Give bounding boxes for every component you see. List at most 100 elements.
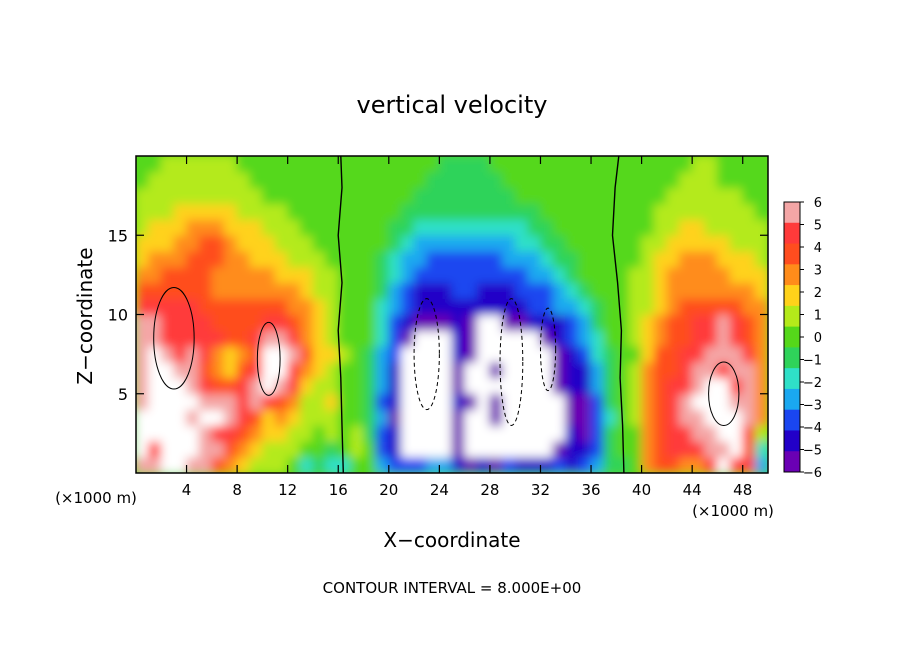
heatmap-cell (312, 234, 327, 252)
heatmap-cell (173, 171, 188, 189)
heatmap-cell (312, 266, 327, 284)
heatmap-cell (539, 298, 554, 315)
heatmap-cell (274, 187, 289, 205)
heatmap-cell (375, 440, 390, 458)
heatmap-cell (388, 187, 402, 205)
heatmap-cell (363, 171, 377, 189)
heatmap-cell (754, 361, 768, 379)
heatmap-cell (451, 440, 466, 458)
heatmap-cell (261, 424, 276, 442)
heatmap-cell (400, 282, 415, 300)
heatmap-cell (704, 361, 718, 379)
heatmap-cell (628, 456, 643, 473)
heatmap-cell (438, 203, 453, 220)
heatmap-cell (388, 424, 402, 442)
heatmap-cell (375, 203, 390, 220)
heatmap-cell (679, 266, 693, 284)
heatmap-cell (274, 156, 289, 173)
heatmap-cell (577, 361, 592, 379)
heatmap-cell (249, 218, 263, 236)
heatmap-cell (136, 440, 150, 458)
heatmap-cell (704, 298, 718, 315)
heatmap-cell (476, 218, 491, 236)
heatmap-cell (476, 314, 491, 331)
heatmap-cell (641, 314, 655, 331)
heatmap-cell (502, 156, 516, 173)
heatmap-cell (299, 234, 314, 252)
heatmap-cell (539, 156, 554, 173)
heatmap-cell (211, 203, 225, 220)
heatmap-cell (211, 282, 225, 300)
heatmap-cell (211, 156, 225, 173)
heatmap-cell (388, 440, 402, 458)
heatmap-cell (464, 345, 478, 363)
heatmap-cell (666, 440, 681, 458)
heatmap-cell (716, 250, 731, 268)
heatmap-cell (337, 234, 352, 252)
heatmap-cell (261, 234, 276, 252)
heatmap-cell (363, 187, 377, 205)
heatmap-cell (375, 171, 390, 189)
heatmap-cell (426, 440, 440, 458)
heatmap-cell (653, 424, 668, 442)
heatmap-cell (666, 187, 681, 205)
heatmap-cell (716, 456, 731, 473)
heatmap-cell (615, 393, 630, 411)
heatmap-cell (603, 171, 617, 189)
heatmap-cell (729, 345, 744, 363)
heatmap-cell (628, 440, 643, 458)
heatmap-cell (754, 187, 768, 205)
heatmap-cell (173, 156, 188, 173)
heatmap-cell (287, 409, 301, 426)
heatmap-cell (489, 298, 504, 315)
heatmap-cell (236, 345, 251, 363)
heatmap-cell (223, 250, 238, 268)
heatmap-cell (716, 440, 731, 458)
heatmap-cell (577, 218, 592, 236)
heatmap-cell (287, 314, 301, 331)
heatmap-cell (350, 314, 365, 331)
heatmap-cell (198, 329, 213, 347)
heatmap-cell (527, 187, 541, 205)
heatmap-cell (413, 266, 428, 284)
heatmap-cell (716, 218, 731, 236)
heatmap-cell (413, 345, 428, 363)
heatmap-cell (704, 314, 718, 331)
x-axis-ticks: 4 8 12 16 20 24 28 32 36 40 44 48 (182, 156, 752, 499)
heatmap-cell (565, 377, 579, 395)
heatmap-cell (236, 329, 251, 347)
heatmap-cell (148, 361, 162, 379)
heatmap-cell (754, 393, 768, 411)
heatmap-cell (325, 314, 339, 331)
heatmap-cell (426, 234, 440, 252)
heatmap-cell (514, 440, 529, 458)
heatmap-cell (198, 409, 213, 426)
heatmap-cell (261, 203, 276, 220)
heatmap-cell (198, 250, 213, 268)
heatmap-cell (729, 156, 744, 173)
heatmap-cell (136, 424, 150, 442)
heatmap-cell (186, 440, 200, 458)
heatmap-cell (704, 345, 718, 363)
heatmap-cell (325, 187, 339, 205)
heatmap-cell (451, 329, 466, 347)
heatmap-cell (489, 440, 504, 458)
heatmap-cell (236, 314, 251, 331)
heatmap-cell (325, 250, 339, 268)
heatmap-cell (514, 282, 529, 300)
heatmap-cell (211, 314, 225, 331)
heatmap-cell (148, 424, 162, 442)
heatmap-cell (527, 456, 541, 473)
heatmap-cell (426, 171, 440, 189)
heatmap-cell (148, 218, 162, 236)
heatmap-cell (590, 282, 605, 300)
heatmap-cell (211, 409, 225, 426)
colorbar-swatch (784, 451, 800, 473)
heatmap-cell (160, 329, 175, 347)
heatmap-cell (261, 456, 276, 473)
heatmap-cell (628, 250, 643, 268)
heatmap-cell (552, 282, 567, 300)
heatmap-cell (628, 298, 643, 315)
heatmap-cell (666, 393, 681, 411)
heatmap-cell (679, 156, 693, 173)
